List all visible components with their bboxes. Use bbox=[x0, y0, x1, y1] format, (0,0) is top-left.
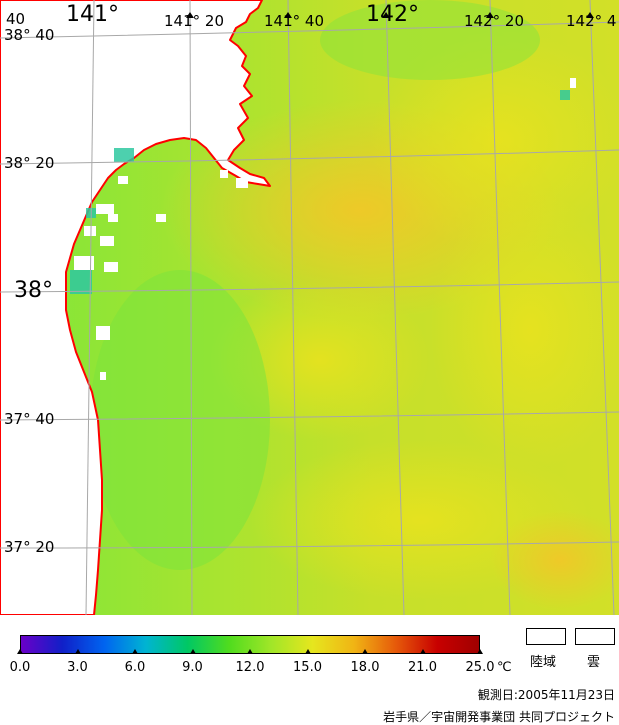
lon-label-142-40: 142° 4 bbox=[566, 12, 617, 30]
cloud-legend-label: 雲 bbox=[587, 655, 601, 670]
lat-label-38-20: 38° 20 bbox=[4, 154, 55, 172]
land-legend-swatch bbox=[526, 628, 566, 645]
warm-patch bbox=[430, 190, 619, 470]
colorbar-tick-mark bbox=[247, 649, 253, 654]
lon-label-141-20: 141° 20 bbox=[164, 12, 224, 30]
colorbar-tick-label: 6.0 bbox=[124, 660, 146, 675]
colorbar-tick-label: 12.0 bbox=[235, 660, 265, 675]
colorbar-tick-label: 18.0 bbox=[350, 660, 380, 675]
corner-label: 40 bbox=[6, 10, 26, 28]
colorbar-tick-mark bbox=[132, 649, 138, 654]
lon-label-141: 141° bbox=[66, 2, 119, 27]
graticule bbox=[0, 0, 619, 615]
lat-label-37-20: 37° 20 bbox=[4, 538, 55, 556]
colorbar-tick-label: 21.0 bbox=[408, 660, 437, 675]
lat-label-37-40: 37° 40 bbox=[4, 410, 55, 428]
colorbar-tick-label: 9.0 bbox=[182, 660, 203, 675]
cool-patch bbox=[320, 0, 540, 80]
colorbar-tick-mark bbox=[189, 649, 196, 654]
cloud-legend-swatch bbox=[575, 628, 615, 645]
colorbar-tick-mark bbox=[17, 649, 23, 654]
graticule-ticks bbox=[186, 12, 594, 18]
land-area bbox=[0, 0, 271, 615]
colorbar-tick-mark bbox=[304, 649, 311, 654]
observation-date: 観測日:2005年11月23日 bbox=[477, 688, 615, 702]
warm-patch bbox=[490, 510, 619, 610]
credit-text: 岩手県／宇宙開発事業団 共同プロジェクト bbox=[383, 710, 615, 724]
colorbar-tick-label: 25.0 bbox=[465, 660, 495, 675]
cloud-specks bbox=[74, 78, 576, 380]
colorbar-tick-label: 3.0 bbox=[67, 660, 88, 675]
colorbar-tick-mark bbox=[419, 649, 426, 654]
sea-surface-temperature-map bbox=[0, 0, 619, 615]
colorbar-tick-mark bbox=[74, 649, 81, 654]
cool-patch bbox=[90, 270, 270, 570]
colorbar-tick-label: 0.0 bbox=[9, 660, 31, 675]
colorbar-tick-mark bbox=[477, 649, 483, 654]
colorbar-tick-label: 15.0 bbox=[293, 660, 322, 675]
land-legend-label: 陸域 bbox=[530, 655, 557, 670]
lat-label-38: 38° bbox=[14, 278, 53, 303]
lon-label-141-40: 141° 40 bbox=[264, 12, 324, 30]
temperature-unit: ℃ bbox=[497, 660, 512, 675]
lat-label-38-40: 38° 40 bbox=[4, 26, 55, 44]
colorbar-tick-mark bbox=[362, 649, 368, 654]
lon-label-142: 142° bbox=[366, 2, 419, 27]
lon-label-142-20: 142° 20 bbox=[464, 12, 524, 30]
